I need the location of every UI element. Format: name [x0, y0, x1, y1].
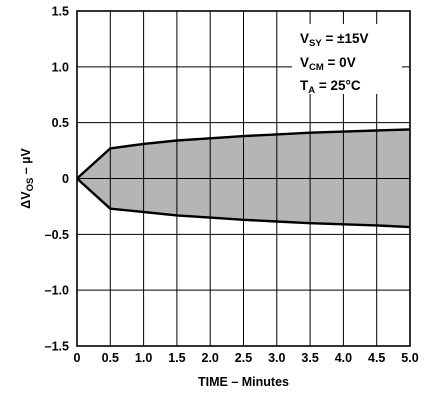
series-lower-line: [76, 177, 411, 229]
y-tick-labels: 1.5 1.0 0.5 0 –0.5 –1.0 –1.5: [45, 5, 69, 354]
x-tick-label: 2.5: [235, 351, 252, 365]
annotation-common-mode-voltage: VCM = 0V: [300, 55, 356, 73]
x-tick-labels: 0 0.5 1.0 1.5 2.0 2.5 3.0 3.5 4.0 4.5 5.0: [74, 351, 419, 365]
annotation-supply-voltage: VSY = ±15V: [300, 31, 369, 49]
x-tick-label: 3.0: [268, 351, 285, 365]
y-tick-label: 1.0: [52, 60, 69, 74]
x-tick-label: 5.0: [401, 351, 418, 365]
legend-box: VSY = ±15V VCM = 0V TA = 25°C: [292, 24, 402, 96]
x-tick-label: 4.5: [368, 351, 385, 365]
y-tick-label: 0.5: [52, 116, 69, 130]
y-tick-label: –1.0: [45, 284, 69, 298]
x-axis-title: TIME – Minutes: [198, 375, 289, 389]
x-tick-label: 0.5: [102, 351, 119, 365]
plot-area: [76, 10, 411, 347]
y-tick-label: –0.5: [45, 228, 69, 242]
annotation-ambient-temperature: TA = 25°C: [300, 78, 361, 96]
y-tick-label: –1.5: [45, 340, 69, 354]
x-tick-label: 3.5: [301, 351, 318, 365]
x-tick-label: 0: [74, 351, 81, 365]
series-upper-line: [76, 128, 411, 180]
y-tick-label: 1.5: [52, 5, 69, 19]
y-axis-title: ΔVOS – µV: [19, 148, 36, 209]
x-tick-label: 2.0: [202, 351, 219, 365]
x-tick-label: 1.5: [168, 351, 185, 365]
plot-frame: [76, 10, 411, 347]
x-tick-label: 1.0: [135, 351, 152, 365]
y-tick-label: 0: [62, 172, 69, 186]
x-tick-label: 4.0: [335, 351, 352, 365]
